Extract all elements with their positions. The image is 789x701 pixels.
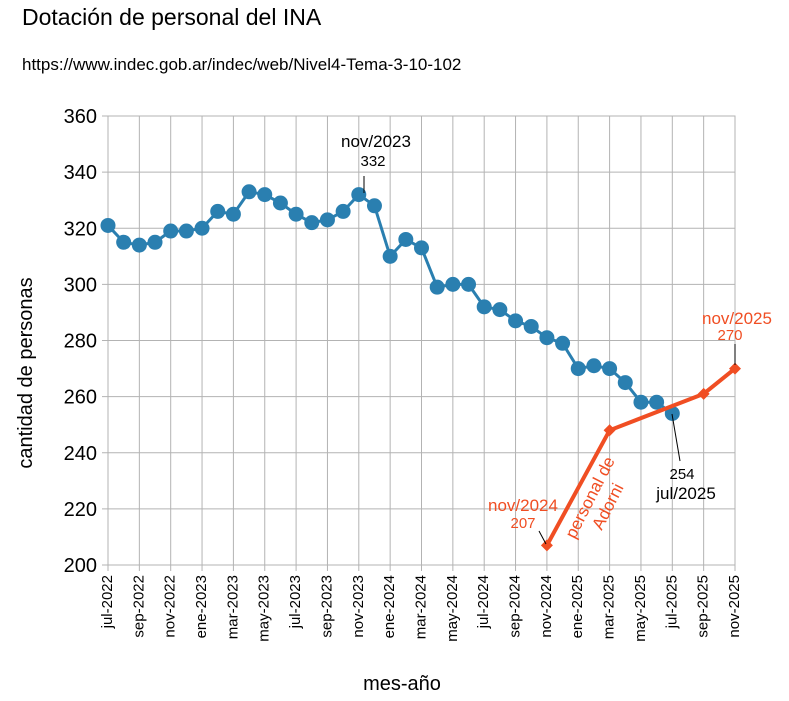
data-point-ina: [335, 203, 351, 219]
y-tick-label: 260: [64, 387, 97, 409]
x-tick-label: nov-2024: [538, 575, 555, 638]
annotation-nov2024-date: nov/2024: [488, 496, 558, 515]
chart-title: Dotación de personal del INA: [22, 4, 322, 30]
data-point-ina: [570, 361, 586, 377]
x-tick-label: ene-2025: [569, 575, 586, 638]
data-point-ina: [414, 240, 429, 256]
x-tick-label: sep-2022: [130, 575, 147, 638]
x-tick-label: jul-2022: [99, 575, 116, 629]
series-line-adorni: [545, 367, 737, 547]
data-point-ina: [194, 220, 210, 236]
data-point-ina: [382, 248, 398, 264]
y-axis-ticks: 200 220 240 260 280 300 320 340 360: [64, 106, 108, 577]
x-axis-ticks: jul-2022 sep-2022 nov-2022 ene-2023 mar-2023…: [99, 565, 743, 642]
y-tick-label: 320: [64, 218, 97, 240]
data-point-ina: [586, 358, 602, 374]
data-point-ina: [492, 302, 508, 318]
data-point-ina: [445, 276, 461, 292]
annotation-nov2025-date: nov/2025: [702, 309, 772, 328]
x-tick-label: jul-2023: [287, 575, 304, 629]
data-point-ina: [649, 394, 665, 410]
x-axis-label: mes-año: [363, 673, 441, 695]
data-point-ina: [539, 330, 555, 346]
annotation-jul2025-value: 254: [669, 466, 694, 483]
y-axis-label: cantidad de personas: [15, 277, 37, 468]
y-tick-label: 280: [64, 331, 97, 353]
annotation-jul2025-date: jul/2025: [655, 484, 716, 503]
data-point-ina: [602, 361, 618, 377]
x-tick-label: may-2023: [256, 575, 273, 642]
data-point-ina: [476, 299, 492, 315]
data-point-ina: [633, 394, 649, 410]
data-point-ina: [147, 234, 163, 250]
x-tick-label: sep-2023: [318, 575, 335, 638]
x-tick-label: ene-2024: [381, 575, 398, 638]
x-tick-label: ene-2023: [193, 575, 210, 638]
x-tick-label: nov-2025: [726, 575, 743, 638]
x-tick-label: mar-2025: [601, 575, 618, 639]
data-point-ina: [555, 335, 571, 351]
annotation-nov2024-value: 207: [510, 515, 535, 532]
x-tick-label: may-2025: [632, 575, 649, 642]
data-point-ina: [163, 223, 179, 239]
data-point-ina: [523, 318, 539, 334]
y-tick-label: 200: [64, 555, 97, 577]
y-tick-label: 220: [64, 499, 97, 521]
data-point-ina: [210, 203, 226, 219]
x-tick-label: may-2024: [444, 575, 461, 642]
x-tick-label: nov-2022: [162, 575, 179, 638]
x-tick-label: mar-2023: [224, 575, 241, 639]
data-point-ina: [100, 217, 116, 233]
data-point-ina: [272, 195, 288, 211]
data-point-ina: [508, 313, 524, 329]
y-tick-label: 240: [64, 443, 97, 465]
data-point-ina: [429, 279, 445, 295]
x-tick-label: sep-2024: [507, 575, 524, 638]
data-point-ina: [461, 276, 477, 292]
data-point-ina: [225, 206, 241, 222]
x-tick-label: jul-2024: [475, 575, 492, 629]
data-point-adorni: [540, 539, 553, 552]
x-tick-label: nov-2023: [350, 575, 367, 638]
data-point-ina: [116, 234, 132, 250]
y-tick-label: 340: [64, 162, 97, 184]
data-point-ina: [319, 212, 335, 228]
data-point-ina: [664, 405, 680, 421]
data-point-ina: [131, 237, 147, 253]
annotation-nov2025-value: 270: [717, 327, 742, 344]
leader-jul2025: [671, 413, 681, 462]
annotation-nov2023-date: nov/2023: [341, 132, 411, 151]
series-ina: [100, 184, 680, 421]
leader-nov2024: [538, 530, 547, 545]
y-tick-label: 360: [64, 106, 97, 128]
data-point-ina: [351, 187, 367, 203]
data-point-ina: [178, 223, 194, 239]
y-tick-label: 300: [64, 274, 97, 296]
data-point-ina: [288, 206, 304, 222]
annotation-nov2023-value: 332: [360, 153, 385, 170]
x-tick-label: sep-2025: [695, 575, 712, 638]
data-point-adorni: [729, 362, 741, 375]
data-point-adorni: [603, 424, 616, 437]
data-point-ina: [366, 198, 382, 214]
source-url: https://www.indec.gob.ar/indec/web/Nivel…: [22, 55, 462, 74]
data-point-ina: [617, 375, 633, 391]
data-point-ina: [398, 231, 414, 247]
series-adorni: [540, 362, 741, 552]
data-point-ina: [257, 187, 273, 203]
data-point-adorni: [697, 387, 710, 400]
x-tick-label: mar-2024: [412, 575, 429, 639]
x-tick-label: jul-2025: [663, 575, 680, 629]
data-point-ina: [241, 184, 257, 200]
data-point-ina: [304, 215, 320, 231]
